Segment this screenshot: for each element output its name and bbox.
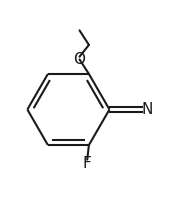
Text: O: O xyxy=(74,52,86,67)
Text: F: F xyxy=(83,156,92,171)
Text: N: N xyxy=(142,102,153,117)
